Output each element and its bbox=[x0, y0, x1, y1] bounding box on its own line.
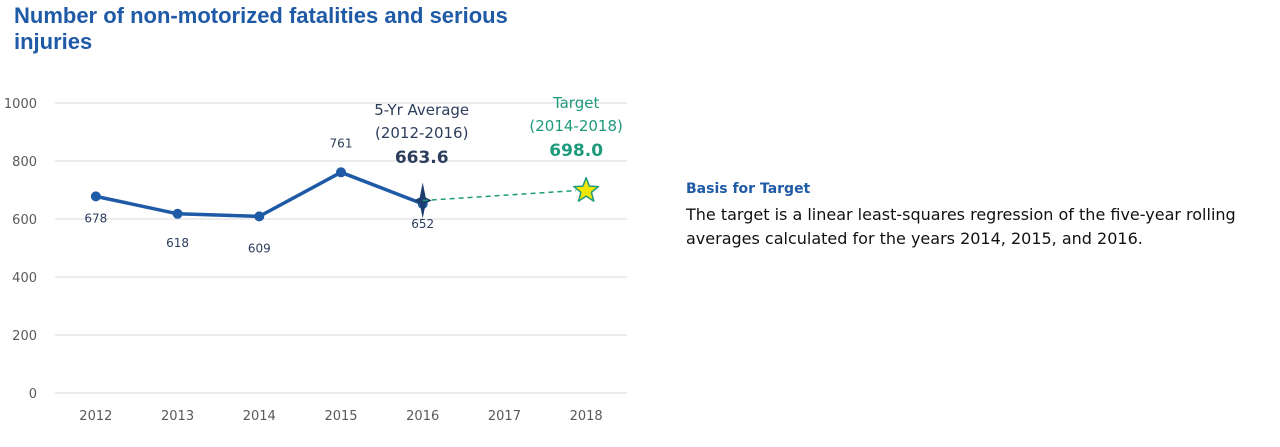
data-label: 678 bbox=[84, 211, 107, 225]
series-line bbox=[95, 170, 424, 219]
x-tick-label: 2014 bbox=[243, 409, 276, 424]
data-point bbox=[336, 167, 346, 178]
line-chart: 0 200 400 600 800 1000 2012 2013 2014 2015 2016 201… bbox=[4, 94, 627, 424]
y-tick-label: 600 bbox=[12, 213, 37, 228]
x-tick-label: 2013 bbox=[161, 409, 194, 424]
target-label-line1: Target bbox=[552, 94, 600, 112]
average-label-line2: (2012-2016) bbox=[375, 124, 468, 142]
x-tick-label: 2015 bbox=[324, 409, 357, 424]
data-point bbox=[90, 191, 101, 202]
average-value-label: 663.6 bbox=[395, 148, 449, 168]
x-tick-label: 2016 bbox=[406, 409, 439, 424]
data-label: 761 bbox=[330, 136, 353, 150]
y-tick-label: 400 bbox=[12, 271, 37, 286]
data-point bbox=[172, 208, 183, 219]
basis-panel: Basis for Target The target is a linear … bbox=[686, 181, 1276, 251]
data-label: 652 bbox=[411, 217, 434, 231]
target-value-label: 698.0 bbox=[549, 141, 603, 161]
y-tick-label: 800 bbox=[12, 155, 37, 170]
data-label: 618 bbox=[166, 236, 189, 250]
target-star bbox=[573, 176, 600, 202]
target-label-line2: (2014-2018) bbox=[529, 117, 622, 135]
chart-title: Number of non-motorized fatalities and s… bbox=[14, 3, 508, 54]
y-tick-label: 200 bbox=[12, 329, 37, 344]
y-tick-label: 0 bbox=[29, 387, 37, 402]
basis-heading: Basis for Target bbox=[686, 181, 811, 197]
x-tick-label: 2018 bbox=[570, 409, 603, 424]
data-point bbox=[254, 211, 265, 222]
average-label-line1: 5-Yr Average bbox=[374, 101, 469, 119]
target-projection-line bbox=[422, 189, 577, 202]
y-tick-label: 1000 bbox=[4, 97, 37, 112]
basis-text: The target is a linear least-squares reg… bbox=[686, 205, 1236, 248]
data-label: 609 bbox=[248, 241, 271, 255]
x-tick-label: 2017 bbox=[488, 409, 521, 424]
x-tick-label: 2012 bbox=[79, 409, 112, 424]
